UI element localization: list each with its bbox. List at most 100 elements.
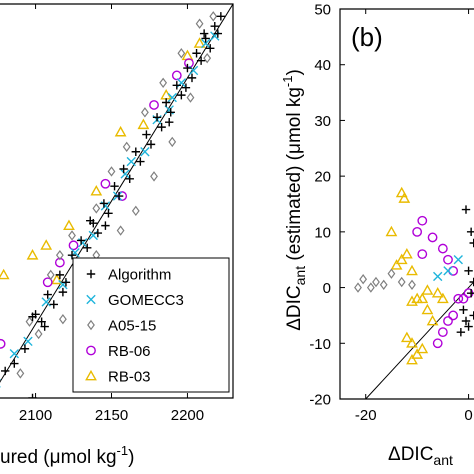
data-point [20, 344, 30, 353]
data-point [416, 292, 429, 304]
data-point [201, 34, 210, 43]
data-point [432, 338, 443, 349]
data-point [397, 276, 406, 288]
data-point [416, 342, 429, 354]
data-point [443, 254, 453, 265]
data-point [55, 249, 64, 261]
data-point [122, 141, 131, 153]
data-point [126, 156, 136, 167]
legend-item: RB-06 [86, 343, 151, 360]
data-point [385, 225, 398, 237]
data-point [37, 317, 46, 326]
data-point [68, 230, 76, 241]
data-point [426, 314, 439, 326]
data-point [406, 353, 418, 365]
data-point [199, 29, 209, 38]
data-point [406, 295, 418, 306]
data-point [379, 279, 388, 290]
data-point [390, 259, 403, 270]
data-point [149, 100, 159, 110]
data-point [55, 270, 65, 280]
series-rb-03 [385, 186, 449, 365]
data-point [421, 284, 434, 295]
data-point [193, 37, 206, 48]
legend-item: A05-15 [87, 318, 156, 335]
data-point [461, 316, 471, 326]
data-point [83, 243, 92, 252]
data-point [54, 257, 65, 268]
data-point [453, 255, 463, 265]
data-point [42, 277, 53, 288]
data-point [411, 348, 424, 359]
data-point [184, 58, 194, 68]
data-point [23, 336, 33, 347]
legend-item: RB-03 [85, 369, 151, 386]
data-point [443, 316, 453, 326]
data-point [186, 92, 195, 103]
data-point [116, 225, 125, 236]
one-to-one-line [365, 280, 474, 399]
data-point [146, 140, 156, 149]
data-point [0, 338, 6, 349]
data-point [421, 303, 434, 315]
series-gomecc3 [433, 255, 463, 282]
data-point [110, 182, 119, 191]
data-point [171, 70, 182, 81]
legend-marker-triangle-icon [85, 369, 97, 381]
x-tick-label: 2100 [19, 407, 52, 424]
data-point [469, 311, 474, 320]
panel-a-plot-area [0, 4, 233, 398]
data-point [395, 186, 408, 198]
data-point [46, 269, 55, 281]
panel-b-axes-frame [339, 8, 474, 400]
legend-marker-diamond-icon [87, 319, 95, 331]
panel-b: -20 -10 0 10 20 30 40 50 -20 0 (b) ΔDICant (estimat… [280, 2, 474, 468]
data-point [166, 108, 175, 117]
data-point [216, 12, 226, 21]
data-point [141, 107, 149, 118]
data-point [61, 278, 71, 287]
data-point [417, 249, 428, 260]
data-point [177, 90, 186, 100]
data-point [177, 48, 186, 59]
legend-label: Algorithm [108, 267, 171, 284]
data-point [90, 185, 103, 196]
x-axis-label: ΔDICant [388, 444, 453, 468]
data-point [431, 287, 444, 298]
data-point [150, 171, 158, 182]
data-point [359, 274, 368, 285]
data-point [9, 348, 19, 359]
data-point [464, 322, 473, 331]
data-point [203, 52, 212, 64]
data-point [406, 337, 418, 348]
x-tick-label: -20 [355, 407, 377, 424]
data-point [458, 293, 469, 304]
data-point [0, 366, 10, 376]
data-point [354, 282, 362, 293]
data-point [437, 243, 448, 254]
data-point [372, 276, 380, 288]
data-point [459, 305, 468, 315]
legend-marker-circle-icon [86, 345, 96, 356]
series-rb-06 [412, 215, 474, 349]
data-point [58, 287, 68, 297]
panel-label: (b) [351, 22, 383, 52]
data-point [131, 147, 140, 156]
data-point [192, 49, 201, 58]
data-point [408, 279, 416, 290]
data-point [140, 147, 150, 157]
data-point [119, 164, 128, 174]
data-point [16, 368, 25, 379]
data-point [165, 118, 174, 127]
data-point [172, 81, 182, 90]
x-axis-label: ured (μmol kg-1) [0, 443, 134, 468]
data-point [206, 44, 215, 53]
data-point [131, 205, 140, 217]
data-point [433, 271, 443, 282]
panel-b-plot-area [354, 186, 474, 399]
data-point [461, 205, 471, 214]
data-point [395, 253, 408, 265]
y-tick-label: 10 [314, 224, 331, 241]
data-point [76, 236, 86, 245]
